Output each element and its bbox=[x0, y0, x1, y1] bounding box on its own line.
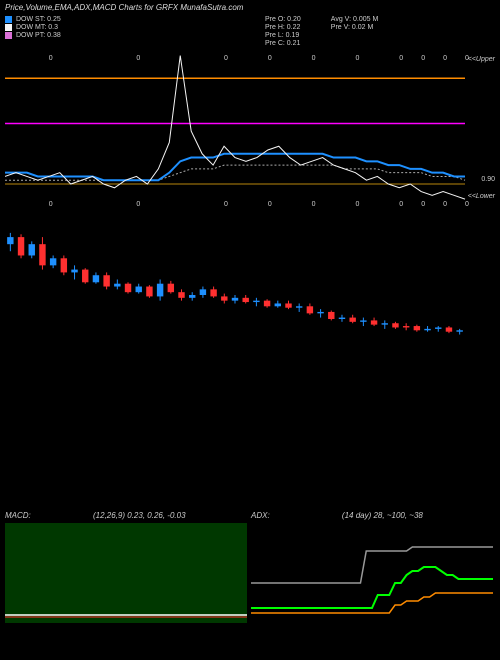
legend-column: DOW ST: 0.25DOW MT: 0.3DOW PT: 0.38 bbox=[5, 15, 125, 48]
adx-chart: ADX: (14 day) 28, ~100, ~38 bbox=[251, 523, 493, 623]
legend-swatch bbox=[5, 32, 12, 39]
svg-text:0: 0 bbox=[268, 201, 272, 208]
prev-ohlc-block: Pre O: 0.20 Pre H: 0.22 Pre L: 0.19 Pre … bbox=[265, 15, 301, 48]
avg-volume: Avg V: 0.005 M bbox=[331, 16, 378, 23]
bottom-charts: MACD: (12,26,9) 0.23, 0.26, -0.03 ADX: (… bbox=[5, 523, 495, 623]
svg-text:0: 0 bbox=[136, 201, 140, 208]
legend-text: DOW MT: 0.3 bbox=[16, 24, 58, 31]
macd-label: MACD: (12,26,9) 0.23, 0.26, -0.03 bbox=[5, 511, 186, 520]
svg-text:0: 0 bbox=[49, 201, 53, 208]
macd-chart: MACD: (12,26,9) 0.23, 0.26, -0.03 bbox=[5, 523, 247, 623]
page-title: Price,Volume,EMA,ADX,MACD Charts for GRF… bbox=[0, 0, 500, 15]
legend-text: DOW ST: 0.25 bbox=[16, 16, 61, 23]
upper-label: <<Upper bbox=[468, 56, 495, 63]
header-row: DOW ST: 0.25DOW MT: 0.3DOW PT: 0.38 Pre … bbox=[0, 15, 500, 48]
svg-text:0: 0 bbox=[399, 55, 403, 62]
legend-item: DOW ST: 0.25 bbox=[5, 16, 125, 23]
svg-text:0: 0 bbox=[355, 201, 359, 208]
svg-text:0: 0 bbox=[399, 201, 403, 208]
svg-text:0: 0 bbox=[443, 55, 447, 62]
price-chart: 00000000000000000000 <<Upper <<Lower 0.9… bbox=[5, 48, 495, 218]
pre-volume: Pre V: 0.02 M bbox=[331, 24, 378, 31]
svg-text:0: 0 bbox=[355, 55, 359, 62]
legend-item: DOW PT: 0.38 bbox=[5, 32, 125, 39]
svg-text:0: 0 bbox=[443, 201, 447, 208]
volume-block: Avg V: 0.005 M Pre V: 0.02 M bbox=[331, 15, 378, 48]
svg-text:0: 0 bbox=[224, 55, 228, 62]
svg-text:0: 0 bbox=[421, 201, 425, 208]
chart-area: 00000000000000000000 <<Upper <<Lower 0.9… bbox=[5, 48, 495, 343]
legend-swatch bbox=[5, 16, 12, 23]
lower-label: <<Lower bbox=[468, 193, 495, 200]
prev-low: Pre L: 0.19 bbox=[265, 32, 301, 39]
svg-text:0: 0 bbox=[312, 55, 316, 62]
value-label: 0.90 bbox=[481, 176, 495, 183]
svg-text:0: 0 bbox=[465, 201, 469, 208]
prev-open: Pre O: 0.20 bbox=[265, 16, 301, 23]
svg-text:0: 0 bbox=[224, 201, 228, 208]
svg-text:0: 0 bbox=[268, 55, 272, 62]
svg-text:0: 0 bbox=[312, 201, 316, 208]
legend-text: DOW PT: 0.38 bbox=[16, 32, 61, 39]
legend-item: DOW MT: 0.3 bbox=[5, 24, 125, 31]
svg-text:0: 0 bbox=[49, 55, 53, 62]
prev-close: Pre C: 0.21 bbox=[265, 40, 301, 47]
adx-label: ADX: (14 day) 28, ~100, ~38 bbox=[251, 511, 423, 520]
svg-text:0: 0 bbox=[421, 55, 425, 62]
info-column: Pre O: 0.20 Pre H: 0.22 Pre L: 0.19 Pre … bbox=[265, 15, 378, 48]
legend-swatch bbox=[5, 24, 12, 31]
svg-text:0: 0 bbox=[136, 55, 140, 62]
prev-high: Pre H: 0.22 bbox=[265, 24, 301, 31]
candles-chart bbox=[5, 223, 495, 343]
